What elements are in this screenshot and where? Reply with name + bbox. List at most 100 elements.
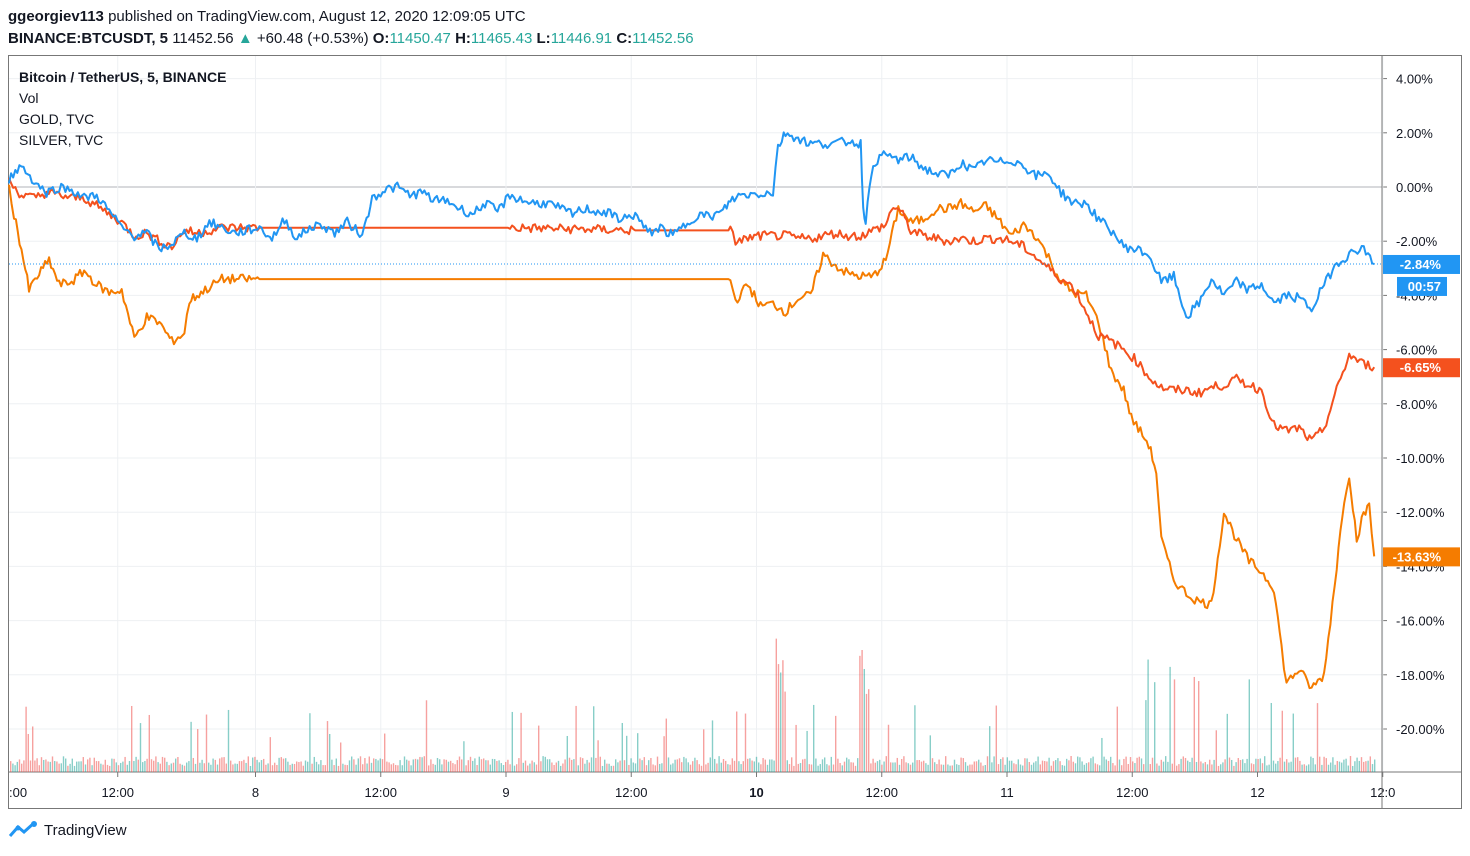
volume-bar [945, 756, 947, 772]
volume-bar [469, 756, 472, 772]
volume-bar [355, 764, 357, 772]
volume-bar [370, 762, 373, 772]
volume-bar [29, 760, 32, 772]
volume-bar [1107, 760, 1110, 772]
series-line-silver[interactable] [8, 184, 1376, 690]
volume-bar [819, 764, 821, 772]
chart-panel[interactable] [8, 55, 1462, 809]
volume-bar [1286, 759, 1288, 772]
volume-bar [450, 760, 452, 772]
volume-bar [551, 762, 553, 772]
volume-bar [1246, 758, 1248, 772]
volume-bar [804, 758, 806, 772]
volume-bar [909, 764, 912, 772]
volume-bar [929, 735, 931, 772]
volume-bar [362, 764, 364, 772]
volume-bar [1242, 759, 1244, 772]
volume-bar [1206, 764, 1209, 772]
gold-price-tag: -6.65% [1400, 360, 1442, 375]
volume-bar [115, 762, 117, 772]
volume-bar [441, 764, 443, 772]
volume-bar [212, 758, 214, 772]
volume-bar [1160, 759, 1162, 772]
volume-bar [1189, 762, 1191, 772]
volume-bar [894, 762, 896, 772]
volume-bar [1006, 757, 1008, 772]
volume-bar [799, 763, 802, 772]
publish-info: ggeorgiev113 published on TradingView.co… [8, 8, 526, 25]
volume-bar [461, 759, 463, 772]
volume-bar [619, 760, 621, 772]
volume-bar [100, 763, 102, 772]
volume-bar [890, 762, 892, 772]
volume-bar [720, 762, 722, 772]
volume-bar [865, 693, 868, 772]
volume-bar [782, 660, 784, 772]
volume-bar [113, 758, 115, 772]
volume-bar [188, 761, 190, 772]
volume-bar [1017, 759, 1019, 772]
series-line-btc[interactable] [8, 131, 1375, 319]
legend-silver[interactable]: SILVER, TVC [19, 132, 104, 148]
volume-bar [315, 761, 318, 772]
volume-bar [953, 759, 956, 772]
volume-bar [562, 763, 564, 772]
volume-bar [1094, 763, 1096, 772]
volume-bar [1055, 760, 1057, 772]
volume-bar [936, 764, 938, 772]
volume-bar [1127, 764, 1129, 772]
volume-bar [1105, 759, 1107, 772]
volume-bar [155, 756, 157, 772]
volume-bar [718, 756, 720, 772]
volume-bar [1132, 761, 1134, 772]
volume-bar [260, 760, 263, 772]
volume-bar [698, 764, 700, 772]
legend-gold[interactable]: GOLD, TVC [19, 111, 95, 127]
volume-bar [813, 704, 815, 772]
volume-bar [958, 764, 960, 772]
volume-bar [1215, 730, 1217, 772]
volume-bar [1013, 763, 1015, 772]
volume-bar [661, 763, 663, 772]
y-tick-label: -12.00% [1396, 505, 1445, 520]
volume-bar [769, 759, 771, 772]
volume-bar [65, 758, 67, 772]
volume-bar [170, 763, 172, 772]
volume-bar [674, 759, 676, 772]
volume-bar [62, 756, 65, 772]
volume-bar [623, 760, 626, 772]
series-line-gold[interactable] [8, 177, 1376, 442]
x-tick-label: 12:00 [615, 785, 648, 800]
publisher-name[interactable]: ggeorgiev113 [8, 8, 104, 25]
tradingview-branding[interactable]: TradingView [8, 820, 127, 840]
volume-bar [282, 758, 285, 772]
volume-bar [1220, 764, 1222, 772]
legend-main-series[interactable]: Bitcoin / TetherUS, 5, BINANCE [19, 69, 227, 85]
volume-bar [223, 757, 225, 772]
volume-bar [1369, 756, 1371, 772]
volume-bar [436, 757, 439, 772]
volume-bar [21, 763, 23, 772]
volume-bar [1125, 756, 1127, 772]
volume-bar [1310, 756, 1312, 772]
volume-bar [357, 758, 359, 772]
volume-bar [621, 722, 623, 772]
volume-bar [1165, 756, 1167, 772]
volume-bar [375, 758, 377, 772]
volume-bar [980, 762, 982, 772]
symbol-name[interactable]: BINANCE:BTCUSDT, 5 [8, 30, 169, 47]
volume-bar [137, 759, 139, 772]
legend-volume[interactable]: Vol [19, 90, 39, 106]
volume-bar [1303, 764, 1305, 772]
volume-bar [1224, 759, 1226, 772]
volume-bar [335, 758, 337, 772]
volume-bar [326, 721, 329, 772]
volume-bar [241, 761, 243, 772]
volume-bar [364, 758, 366, 772]
volume-bar [1041, 760, 1044, 772]
volume-bar [190, 721, 192, 772]
volume-bar [645, 765, 648, 772]
volume-bar [168, 765, 170, 772]
volume-bar [128, 761, 131, 772]
